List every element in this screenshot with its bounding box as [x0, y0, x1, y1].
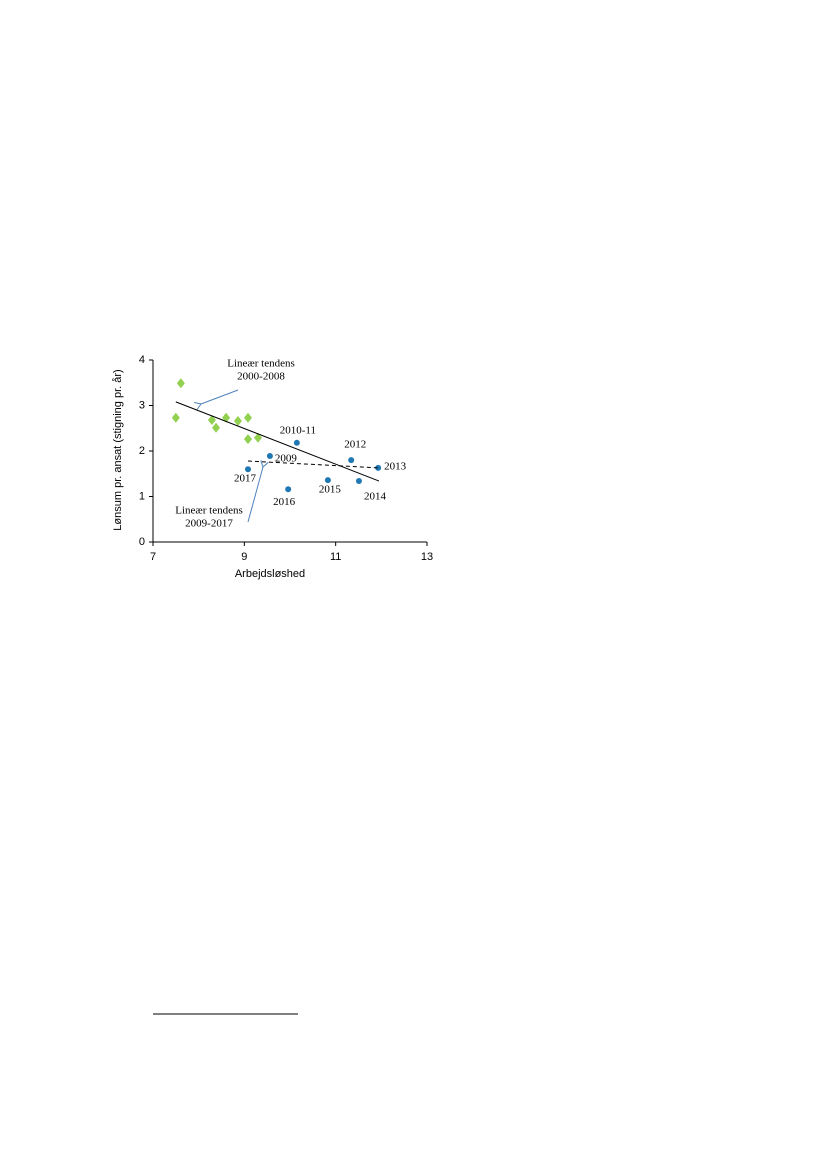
annotation: 2009-2017 [185, 518, 233, 530]
point [212, 422, 221, 433]
y-tick-label: 2 [139, 445, 145, 457]
annotation-arrow [247, 467, 263, 523]
point [285, 486, 292, 493]
y-tick-label: 1 [139, 490, 145, 502]
x-tick-label: 9 [241, 551, 247, 563]
x-tick-label: 11 [330, 551, 341, 563]
point [243, 434, 252, 445]
point [324, 477, 331, 484]
point [348, 457, 355, 464]
trend-line [175, 401, 380, 482]
point [244, 466, 251, 473]
point [266, 453, 273, 460]
annotation-arrow [201, 389, 239, 404]
x-tick-label: 13 [421, 551, 433, 563]
point [254, 432, 263, 443]
point [233, 415, 242, 426]
point [355, 478, 362, 485]
point [293, 439, 300, 446]
point [243, 412, 252, 423]
point [375, 464, 382, 471]
point-label: 2009 [275, 453, 298, 465]
point-label: 2015 [319, 484, 342, 496]
point [176, 378, 185, 389]
point-label: 2010-11 [280, 424, 316, 436]
point-label: 2017 [234, 473, 257, 485]
y-tick-label: 0 [139, 536, 145, 548]
point-label: 2016 [273, 496, 296, 508]
point [207, 415, 216, 426]
point [171, 412, 180, 423]
point-label: 2014 [364, 491, 387, 503]
point-label: 2012 [344, 439, 366, 451]
point-label: 2013 [384, 460, 407, 472]
y-tick-label: 4 [139, 354, 145, 366]
annotation: Lineær tendens [227, 358, 295, 370]
y-tick-label: 3 [139, 399, 145, 411]
y-axis-label: Lønsum pr. ansat (stigning pr. år) [112, 369, 124, 530]
annotation: Lineær tendens [175, 505, 243, 517]
x-axis-label: Arbejdsløshed [235, 568, 305, 580]
annotation: 2000-2008 [237, 371, 285, 383]
x-tick-label: 7 [150, 551, 156, 563]
trend-line [247, 460, 379, 469]
